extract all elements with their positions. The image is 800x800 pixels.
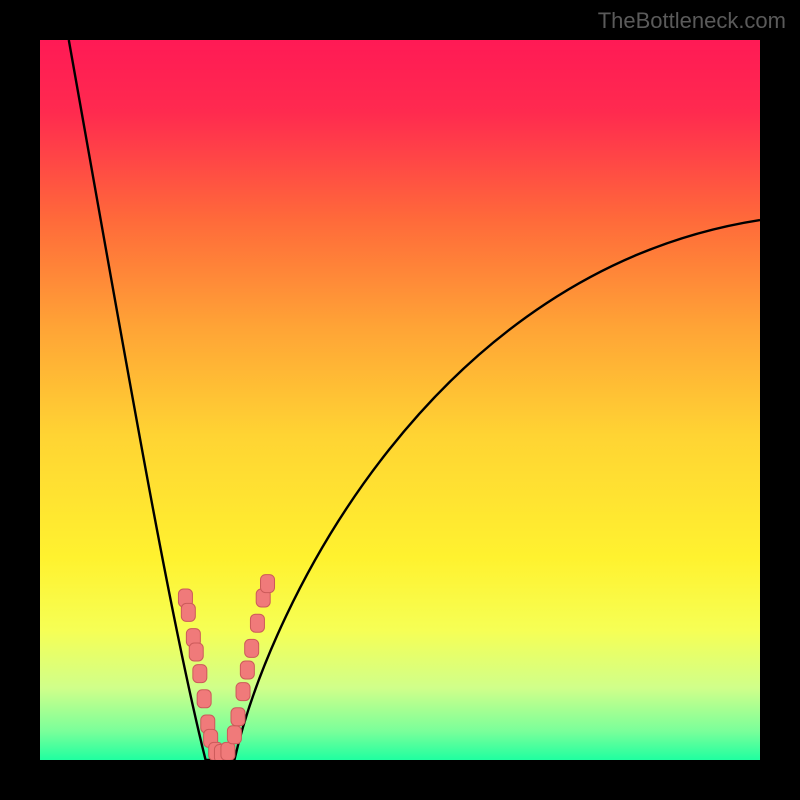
gradient-background — [40, 40, 760, 760]
marker — [231, 708, 245, 726]
marker — [197, 690, 211, 708]
marker — [261, 575, 275, 593]
marker — [227, 726, 241, 744]
marker — [236, 683, 250, 701]
marker — [221, 742, 235, 760]
marker — [193, 665, 207, 683]
watermark-text: TheBottleneck.com — [598, 8, 786, 34]
marker — [181, 603, 195, 621]
marker — [189, 643, 203, 661]
chart-container: TheBottleneck.com — [0, 0, 800, 800]
marker — [245, 639, 259, 657]
marker — [240, 661, 254, 679]
marker — [250, 614, 264, 632]
plot-area — [40, 40, 760, 760]
